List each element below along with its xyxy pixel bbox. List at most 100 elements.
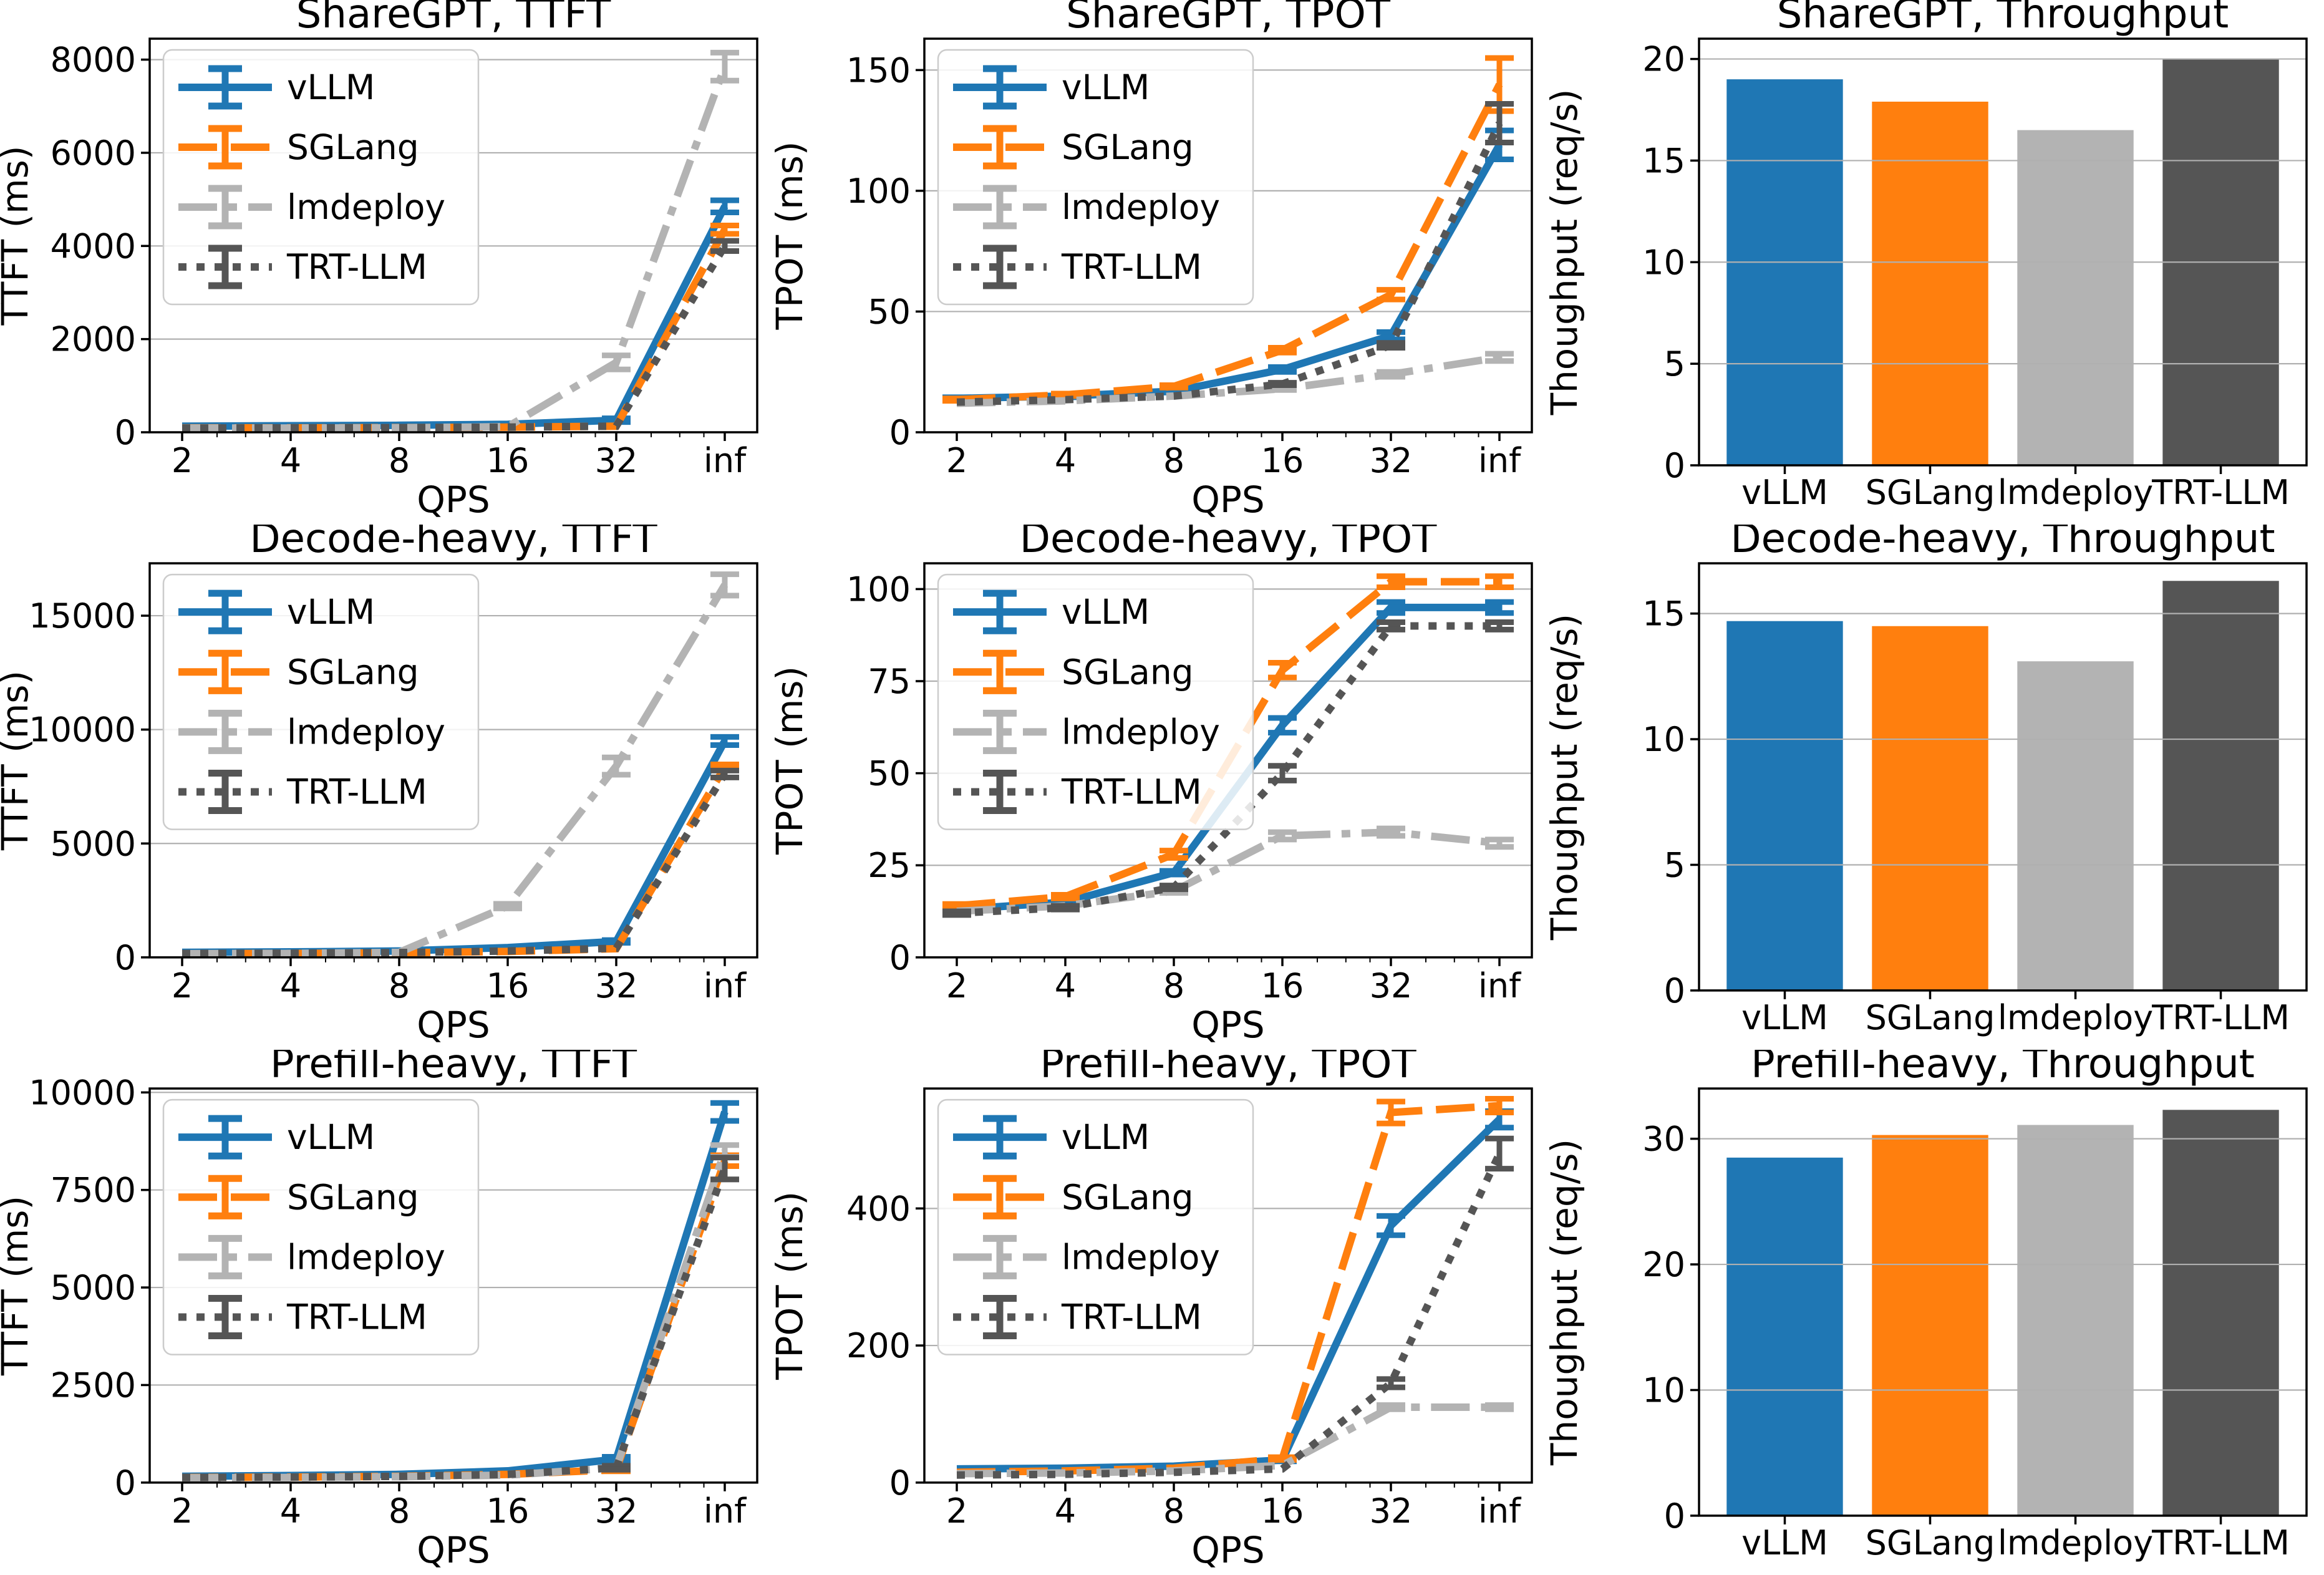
svg-text:lmdeploy: lmdeploy [1062,1237,1220,1277]
svg-text:4: 4 [1055,441,1076,480]
svg-text:TTFT (ms): TTFT (ms) [0,1196,36,1376]
svg-text:32: 32 [1370,441,1413,480]
svg-text:SGLang: SGLang [287,652,419,692]
chart-prefill-heavy-tpot: Prefill-heavy, TPOT TPOT (ms) 0 200 400 2 4 8 16… [775,1050,1533,1571]
svg-text:Prefill-heavy, TTFT: Prefill-heavy, TTFT [270,1050,637,1087]
svg-text:0: 0 [115,413,136,452]
svg-text:0: 0 [1664,1496,1685,1536]
svg-text:inf: inf [704,441,747,480]
svg-text:16: 16 [487,1491,530,1531]
svg-text:TPOT (ms): TPOT (ms) [775,1191,811,1380]
svg-text:20: 20 [1642,40,1685,79]
svg-text:TRT-LLM: TRT-LLM [2151,1523,2290,1563]
svg-text:30: 30 [1642,1120,1685,1159]
svg-text:SGLang: SGLang [1062,652,1194,692]
svg-text:5: 5 [1664,344,1685,384]
svg-text:vLLM: vLLM [1741,1523,1828,1563]
svg-text:0: 0 [1664,971,1685,1010]
svg-text:vLLM: vLLM [1741,998,1828,1037]
svg-text:15: 15 [1642,141,1685,180]
svg-text:TRT-LLM: TRT-LLM [286,1297,427,1337]
svg-text:Prefill-heavy, Throughput: Prefill-heavy, Throughput [1751,1050,2255,1087]
svg-text:vLLM: vLLM [1062,1117,1150,1157]
chart-sharegpt-tpot: ShareGPT, TPOT TPOT (ms) 0 50 100 150 2 4 8 16 32 i… [775,0,1533,521]
svg-text:8: 8 [1163,1491,1184,1531]
svg-text:20: 20 [1642,1245,1685,1284]
svg-text:QPS: QPS [1191,1529,1264,1571]
svg-text:2500: 2500 [51,1365,136,1405]
svg-text:150: 150 [846,51,911,90]
svg-text:TPOT (ms): TPOT (ms) [775,142,811,331]
svg-text:TPOT (ms): TPOT (ms) [775,666,811,855]
svg-text:8: 8 [389,1491,410,1531]
svg-text:ShareGPT, TTFT: ShareGPT, TTFT [296,0,611,37]
svg-text:inf: inf [704,1491,747,1531]
chart-prefill-heavy-throughput: Prefill-heavy, Throughput Thoughput (req/… [1549,1050,2308,1563]
svg-text:TTFT (ms): TTFT (ms) [0,145,36,326]
svg-text:4: 4 [280,1491,301,1531]
svg-text:4: 4 [280,441,301,480]
svg-text:TRT-LLM: TRT-LLM [2151,998,2290,1037]
svg-text:100: 100 [846,172,911,211]
svg-text:2: 2 [946,1491,967,1531]
svg-text:5: 5 [1664,845,1685,884]
svg-text:0: 0 [889,938,911,977]
svg-text:0: 0 [889,413,911,452]
svg-text:TRT-LLM: TRT-LLM [1061,772,1202,812]
svg-text:vLLM: vLLM [1741,473,1828,512]
chart-cell-prefill-heavy-throughput: Prefill-heavy, Throughput Thoughput (req/… [1549,1050,2324,1575]
svg-text:QPS: QPS [417,1004,490,1046]
svg-text:vLLM: vLLM [287,592,375,632]
svg-text:vLLM: vLLM [1062,67,1150,107]
svg-text:32: 32 [595,966,638,1006]
svg-text:TRT-LLM: TRT-LLM [2151,473,2290,512]
svg-text:8000: 8000 [51,41,136,80]
svg-text:16: 16 [487,966,530,1006]
svg-text:inf: inf [1478,1491,1522,1531]
svg-text:10: 10 [1642,720,1685,759]
svg-text:QPS: QPS [1191,1004,1264,1046]
svg-text:8: 8 [389,441,410,480]
svg-text:SGLang: SGLang [1062,127,1194,167]
svg-text:2: 2 [946,966,967,1006]
svg-text:ShareGPT, Throughput: ShareGPT, Throughput [1777,0,2229,37]
chart-cell-sharegpt-throughput: ShareGPT, Throughput Thoughput (req/s) 0 5 1… [1549,0,2324,525]
chart-cell-prefill-heavy-ttft: Prefill-heavy, TTFT TTFT (ms) 0 2500 5000 750… [0,1050,775,1575]
svg-text:7500: 7500 [51,1171,136,1210]
svg-text:15000: 15000 [29,596,136,636]
svg-text:4: 4 [1055,966,1076,1006]
svg-text:SGLang: SGLang [1866,998,1995,1037]
svg-text:16: 16 [1261,966,1304,1006]
chart-cell-decode-heavy-throughput: Decode-heavy, Throughput Thoughput (req/s… [1549,525,2324,1050]
svg-text:TRT-LLM: TRT-LLM [286,772,427,812]
svg-text:inf: inf [1478,966,1522,1006]
svg-text:TTFT (ms): TTFT (ms) [0,671,36,851]
svg-text:inf: inf [1478,441,1522,480]
svg-text:vLLM: vLLM [287,67,375,107]
svg-text:0: 0 [115,1463,136,1503]
svg-text:8: 8 [1163,441,1184,480]
chart-prefill-heavy-ttft: Prefill-heavy, TTFT TTFT (ms) 0 2500 5000 750… [0,1050,758,1571]
svg-text:32: 32 [595,1491,638,1531]
svg-text:16: 16 [1261,1491,1304,1531]
chart-sharegpt-ttft: ShareGPT, TTFT TTFT (ms) 0 2000 4000 6000 8000… [0,0,758,521]
svg-text:10: 10 [1642,243,1685,282]
svg-text:lmdeploy: lmdeploy [1998,998,2153,1037]
svg-text:8: 8 [389,966,410,1006]
chart-sharegpt-throughput: ShareGPT, Throughput Thoughput (req/s) 0 5 1… [1549,0,2308,512]
svg-text:QPS: QPS [417,478,490,521]
svg-text:32: 32 [1370,966,1413,1006]
chart-cell-decode-heavy-ttft: Decode-heavy, TTFT TTFT (ms) 0 5000 10000 150… [0,525,775,1050]
svg-text:lmdeploy: lmdeploy [1998,473,2153,512]
svg-text:0: 0 [889,1463,911,1503]
svg-text:QPS: QPS [417,1529,490,1571]
svg-text:32: 32 [1370,1491,1413,1531]
svg-text:Decode-heavy, TPOT: Decode-heavy, TPOT [1020,525,1438,562]
svg-text:2000: 2000 [51,320,136,359]
svg-text:SGLang: SGLang [1062,1177,1194,1217]
svg-text:lmdeploy: lmdeploy [287,1237,445,1277]
svg-text:10000: 10000 [29,710,136,750]
svg-text:0: 0 [1664,446,1685,485]
svg-text:inf: inf [704,966,747,1006]
svg-text:SGLang: SGLang [1866,1523,1995,1563]
